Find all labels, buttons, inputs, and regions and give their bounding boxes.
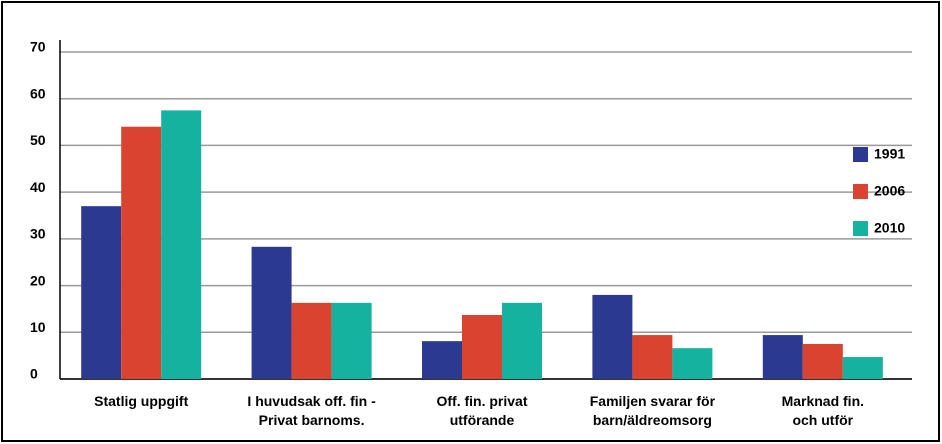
bar [632,335,673,379]
legend-swatch [853,221,868,236]
y-tick-label: 10 [30,319,46,335]
bar [161,110,202,380]
bar [462,315,502,379]
y-tick-label: 40 [30,179,46,195]
y-tick-label: 60 [30,85,46,101]
legend-swatch [853,184,868,199]
bar [672,348,713,379]
bar [251,246,292,379]
x-tick-label: Marknad fin. och utför [781,393,865,428]
bar [331,302,372,379]
bar [121,126,162,379]
bar [592,294,633,379]
bar [762,335,803,379]
y-tick-label: 0 [30,366,38,382]
legend-swatch [853,147,868,162]
y-tick-label: 70 [30,39,46,55]
y-tick-label: 50 [30,132,46,148]
x-tick-label: Statlig uppgift [94,393,189,409]
x-tick-label: Off. fin. privat utförande [436,393,528,428]
x-tick-label: Familjen svarar för barn/äldreomsorg [589,393,716,428]
bar [81,206,122,379]
bar [802,343,843,379]
bar [291,302,332,379]
y-tick-label: 30 [30,226,46,242]
bar [502,302,542,379]
bar [842,357,883,379]
legend-label: 2010 [874,220,905,236]
x-tick-label: I huvudsak off. fin - Privat barnoms. [247,393,376,428]
y-tick-label: 20 [30,272,46,288]
bar [422,341,462,379]
legend-label: 2006 [874,183,905,199]
legend-label: 1991 [874,146,905,162]
